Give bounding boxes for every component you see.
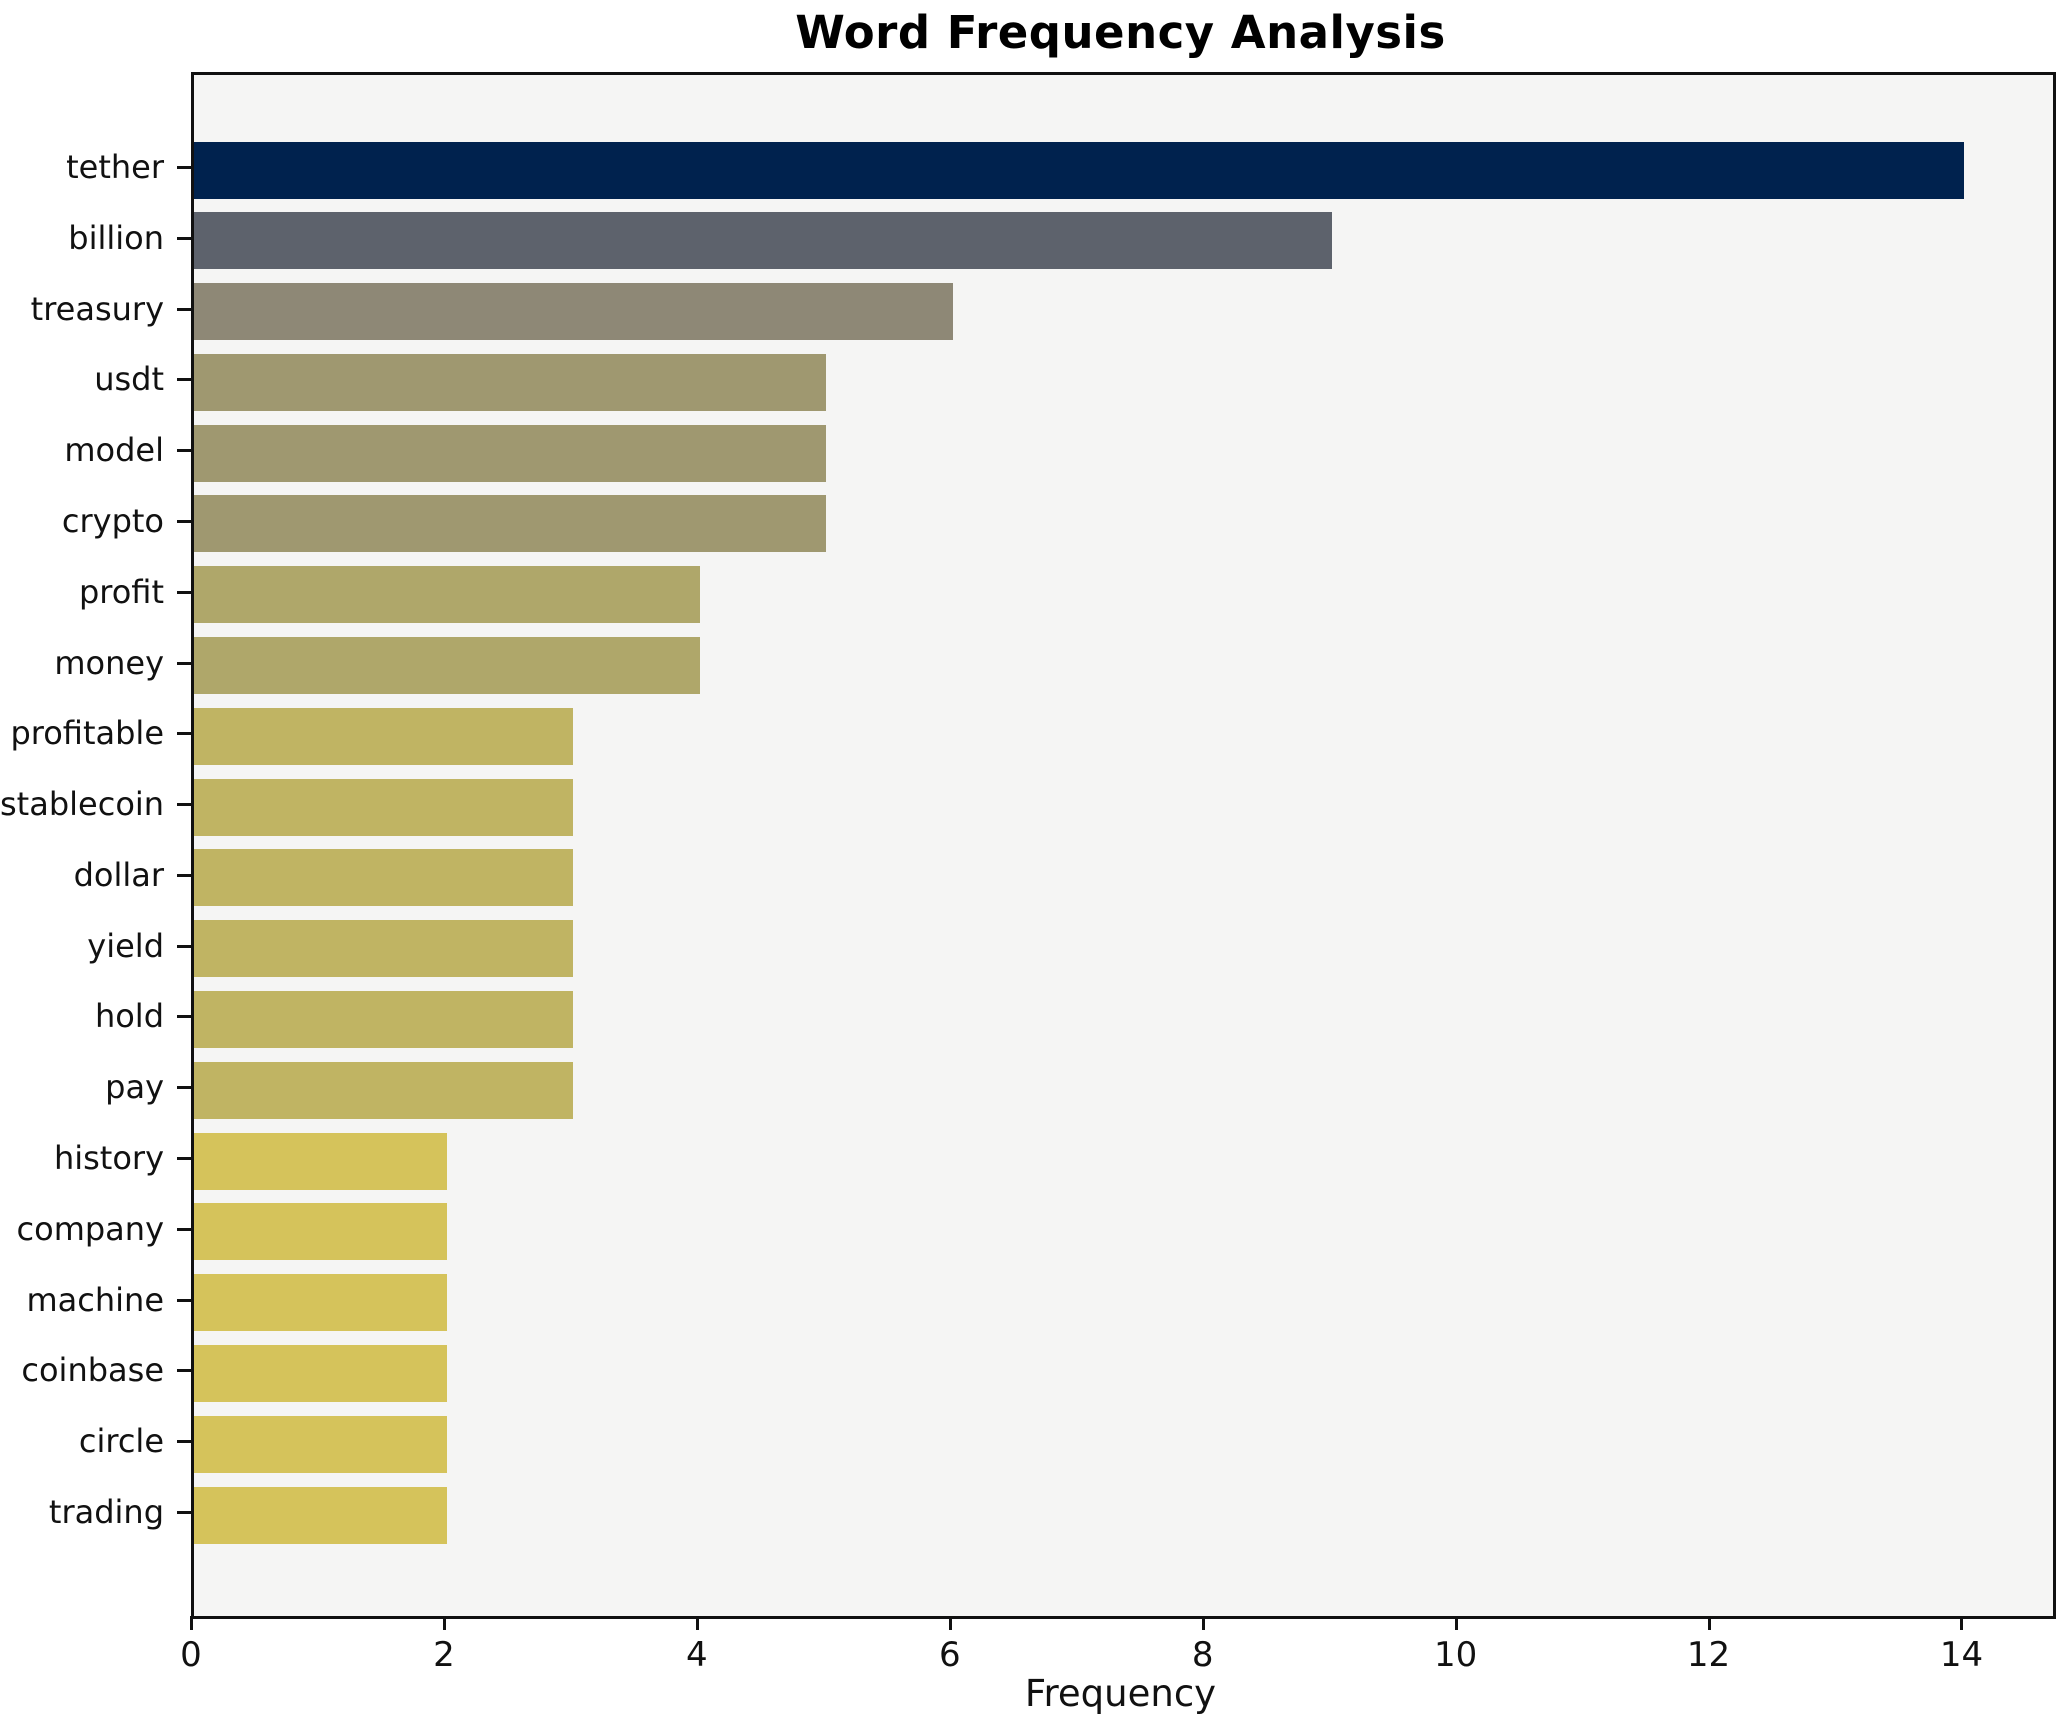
y-tick-label-trading: trading	[48, 1493, 164, 1531]
y-tick-mark-profitable	[177, 732, 191, 736]
bar-profitable	[194, 707, 574, 765]
y-tick-label-treasury: treasury	[30, 289, 164, 328]
bar-model	[194, 424, 827, 482]
x-tick-label-12: 12	[1686, 1635, 1731, 1675]
bar-treasury	[194, 283, 953, 341]
x-tick-mark-2	[442, 1616, 446, 1630]
x-tick-label-6: 6	[938, 1635, 961, 1675]
y-tick-label-circle: circle	[78, 1422, 164, 1461]
bar-crypto	[194, 495, 827, 553]
y-tick-label-usdt: usdt	[94, 360, 164, 399]
chart-title: Word Frequency Analysis	[795, 6, 1446, 59]
y-tick-mark-treasury	[177, 307, 191, 311]
x-tick-label-8: 8	[1191, 1635, 1214, 1675]
bar-usdt	[194, 353, 827, 411]
y-tick-label-company: company	[16, 1209, 164, 1248]
x-tick-mark-0	[190, 1616, 193, 1630]
y-tick-mark-pay	[177, 1086, 191, 1090]
bar-trading	[194, 1486, 447, 1544]
bar-coinbase	[194, 1344, 447, 1402]
y-tick-mark-model	[177, 449, 191, 453]
y-tick-label-yield: yield	[87, 926, 164, 965]
x-tick-mark-12	[1707, 1616, 1711, 1630]
x-tick-label-4: 4	[686, 1635, 708, 1675]
y-tick-mark-hold	[177, 1015, 191, 1019]
x-tick-label-2: 2	[433, 1635, 455, 1675]
y-tick-mark-history	[177, 1157, 191, 1161]
bar-billion	[194, 212, 1333, 270]
bar-profit	[194, 566, 700, 624]
y-tick-label-billion: billion	[68, 218, 164, 257]
x-tick-mark-8	[1201, 1616, 1205, 1630]
x-tick-mark-6	[948, 1616, 952, 1630]
y-tick-label-money: money	[54, 643, 164, 682]
y-tick-label-machine: machine	[26, 1280, 164, 1319]
y-tick-label-tether: tether	[66, 148, 164, 186]
y-tick-label-pay: pay	[105, 1068, 164, 1107]
y-tick-label-profit: profit	[78, 572, 164, 611]
y-tick-label-dollar: dollar	[73, 855, 164, 894]
y-tick-mark-yield	[177, 944, 191, 948]
y-tick-mark-machine	[177, 1298, 191, 1302]
y-tick-mark-company	[177, 1227, 191, 1231]
bar-machine	[194, 1274, 447, 1332]
y-tick-mark-profit	[177, 590, 191, 594]
y-tick-mark-circle	[177, 1440, 191, 1444]
bar-yield	[194, 920, 574, 978]
y-tick-mark-stablecoin	[177, 803, 191, 807]
bar-money	[194, 637, 700, 695]
y-tick-mark-coinbase	[177, 1369, 191, 1373]
bar-tether	[194, 141, 1965, 199]
y-tick-label-coinbase: coinbase	[21, 1351, 164, 1390]
bar-company	[194, 1203, 447, 1261]
bar-pay	[194, 1061, 574, 1119]
bar-circle	[194, 1415, 447, 1473]
x-tick-mark-14	[1960, 1616, 1964, 1630]
y-tick-mark-usdt	[177, 378, 191, 382]
bar-dollar	[194, 849, 574, 907]
x-tick-mark-10	[1454, 1616, 1458, 1630]
x-tick-mark-4	[695, 1616, 699, 1630]
y-tick-mark-money	[177, 661, 191, 665]
x-axis-label: Frequency	[1024, 1672, 1217, 1715]
y-tick-label-stablecoin: stablecoin	[0, 785, 165, 824]
x-tick-label-14: 14	[1939, 1635, 1984, 1675]
x-tick-label-0: 0	[180, 1635, 202, 1675]
plot-area	[191, 72, 2056, 1619]
bar-stablecoin	[194, 778, 574, 836]
y-tick-label-model: model	[64, 431, 164, 470]
y-tick-mark-billion	[177, 236, 191, 240]
y-tick-label-crypto: crypto	[61, 501, 164, 540]
y-tick-label-history: history	[53, 1139, 164, 1178]
y-tick-label-hold: hold	[94, 997, 164, 1036]
x-tick-label-10: 10	[1433, 1635, 1478, 1675]
y-tick-label-profitable: profitable	[10, 714, 164, 753]
y-tick-mark-tether	[177, 166, 191, 169]
y-tick-mark-trading	[177, 1511, 191, 1514]
y-tick-mark-crypto	[177, 519, 191, 523]
bar-hold	[194, 990, 574, 1048]
y-tick-mark-dollar	[177, 873, 191, 877]
bar-history	[194, 1132, 447, 1190]
